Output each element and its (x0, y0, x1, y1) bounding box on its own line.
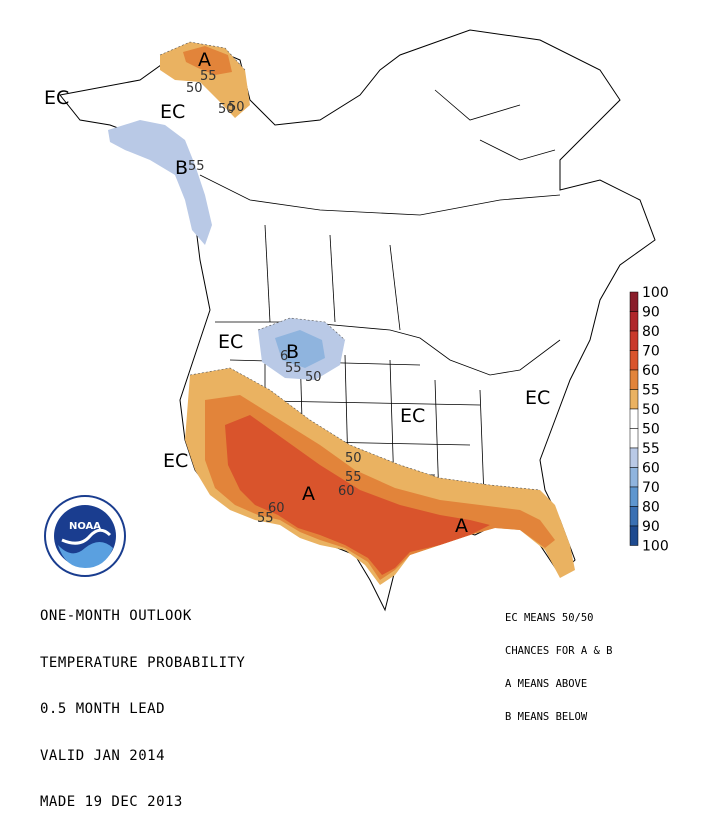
legend-label: 50 (642, 422, 660, 438)
key-line: A MEANS ABOVE (505, 678, 588, 690)
legend-label: 100 (642, 539, 669, 555)
key-line: CHANCES FOR A & B (505, 645, 613, 657)
ec-label: EC (400, 405, 425, 427)
legend-swatch (629, 525, 639, 546)
title-line: VALID JAN 2014 (40, 747, 166, 764)
above-label: A (302, 483, 315, 505)
legend-label: 55 (642, 441, 660, 457)
contour-label: 55 (200, 69, 217, 84)
legend-label: 60 (642, 461, 660, 477)
key-line: EC MEANS 50/50 (505, 612, 594, 624)
legend-label: 70 (642, 344, 660, 360)
legend-label: 60 (642, 363, 660, 379)
legend-label: 100 (642, 285, 669, 301)
legend-swatch (629, 486, 639, 507)
outlook-map: EC EC EC EC EC EC A A A B B 55 50 50 55 … (44, 29, 669, 612)
legend-label: 50 (642, 402, 660, 418)
probability-legend: 100 90 80 70 60 55 50 50 55 60 70 80 90 100 (629, 285, 669, 555)
legend-swatch (629, 447, 639, 468)
ec-key-block: EC MEANS 50/50 CHANCES FOR A & B A MEANS… (505, 591, 612, 734)
ec-label: EC (163, 450, 188, 472)
legend-swatch (629, 330, 639, 351)
contour-label: 6 (280, 349, 288, 364)
legend-swatch (629, 389, 639, 410)
contour-label: 60 (268, 501, 285, 516)
legend-label: 80 (642, 324, 660, 340)
legend-swatch (629, 467, 639, 488)
contour-label: 60 (338, 484, 355, 499)
legend-label: 70 (642, 480, 660, 496)
below-60-region-montana (275, 330, 325, 368)
contour-label: 55 (257, 511, 274, 526)
legend-swatch (629, 311, 639, 332)
contour-label: 50 (186, 81, 203, 96)
below-label: B (175, 157, 188, 179)
contour-label: 50 (345, 451, 362, 466)
below-label: B (286, 341, 299, 363)
above-label: A (455, 515, 468, 537)
above-70-region-south (225, 415, 490, 575)
title-line: 0.5 MONTH LEAD (40, 701, 166, 717)
legend-swatch (629, 506, 639, 527)
contour-label: 55 (188, 159, 205, 174)
title-line: MADE 19 DEC 2013 (40, 794, 183, 810)
contour-label: 50 (305, 370, 322, 385)
legend-label: 80 (642, 500, 660, 516)
title-line: ONE-MONTH OUTLOOK (40, 608, 192, 624)
noaa-logo-text: NOAA (69, 521, 101, 532)
legend-swatch (629, 350, 639, 371)
below-55-region-alaska (108, 120, 212, 245)
outlook-title-block: ONE-MONTH OUTLOOK TEMPERATURE PROBABILIT… (40, 578, 245, 826)
contour-label: 55 (345, 470, 362, 485)
legend-label: 90 (642, 519, 660, 535)
legend-label: 90 (642, 305, 660, 321)
legend-swatch (629, 408, 639, 429)
probability-contours (159, 41, 541, 491)
ec-label: EC (218, 331, 243, 353)
contour-label: 50 (228, 100, 245, 115)
noaa-logo: NOAA (44, 495, 126, 577)
legend-swatch (629, 369, 639, 390)
above-label: A (198, 49, 211, 71)
ec-label: EC (525, 387, 550, 409)
above-60-region-alaska-inner (183, 46, 232, 75)
legend-label: 55 (642, 383, 660, 399)
title-line: TEMPERATURE PROBABILITY (40, 654, 246, 671)
ec-label: EC (44, 87, 69, 109)
ec-label: EC (160, 101, 185, 123)
contour-label: 50 (218, 102, 235, 117)
legend-swatch (629, 291, 639, 312)
key-line: B MEANS BELOW (505, 711, 588, 723)
contour-label: 55 (285, 361, 302, 376)
legend-swatch (629, 428, 639, 449)
